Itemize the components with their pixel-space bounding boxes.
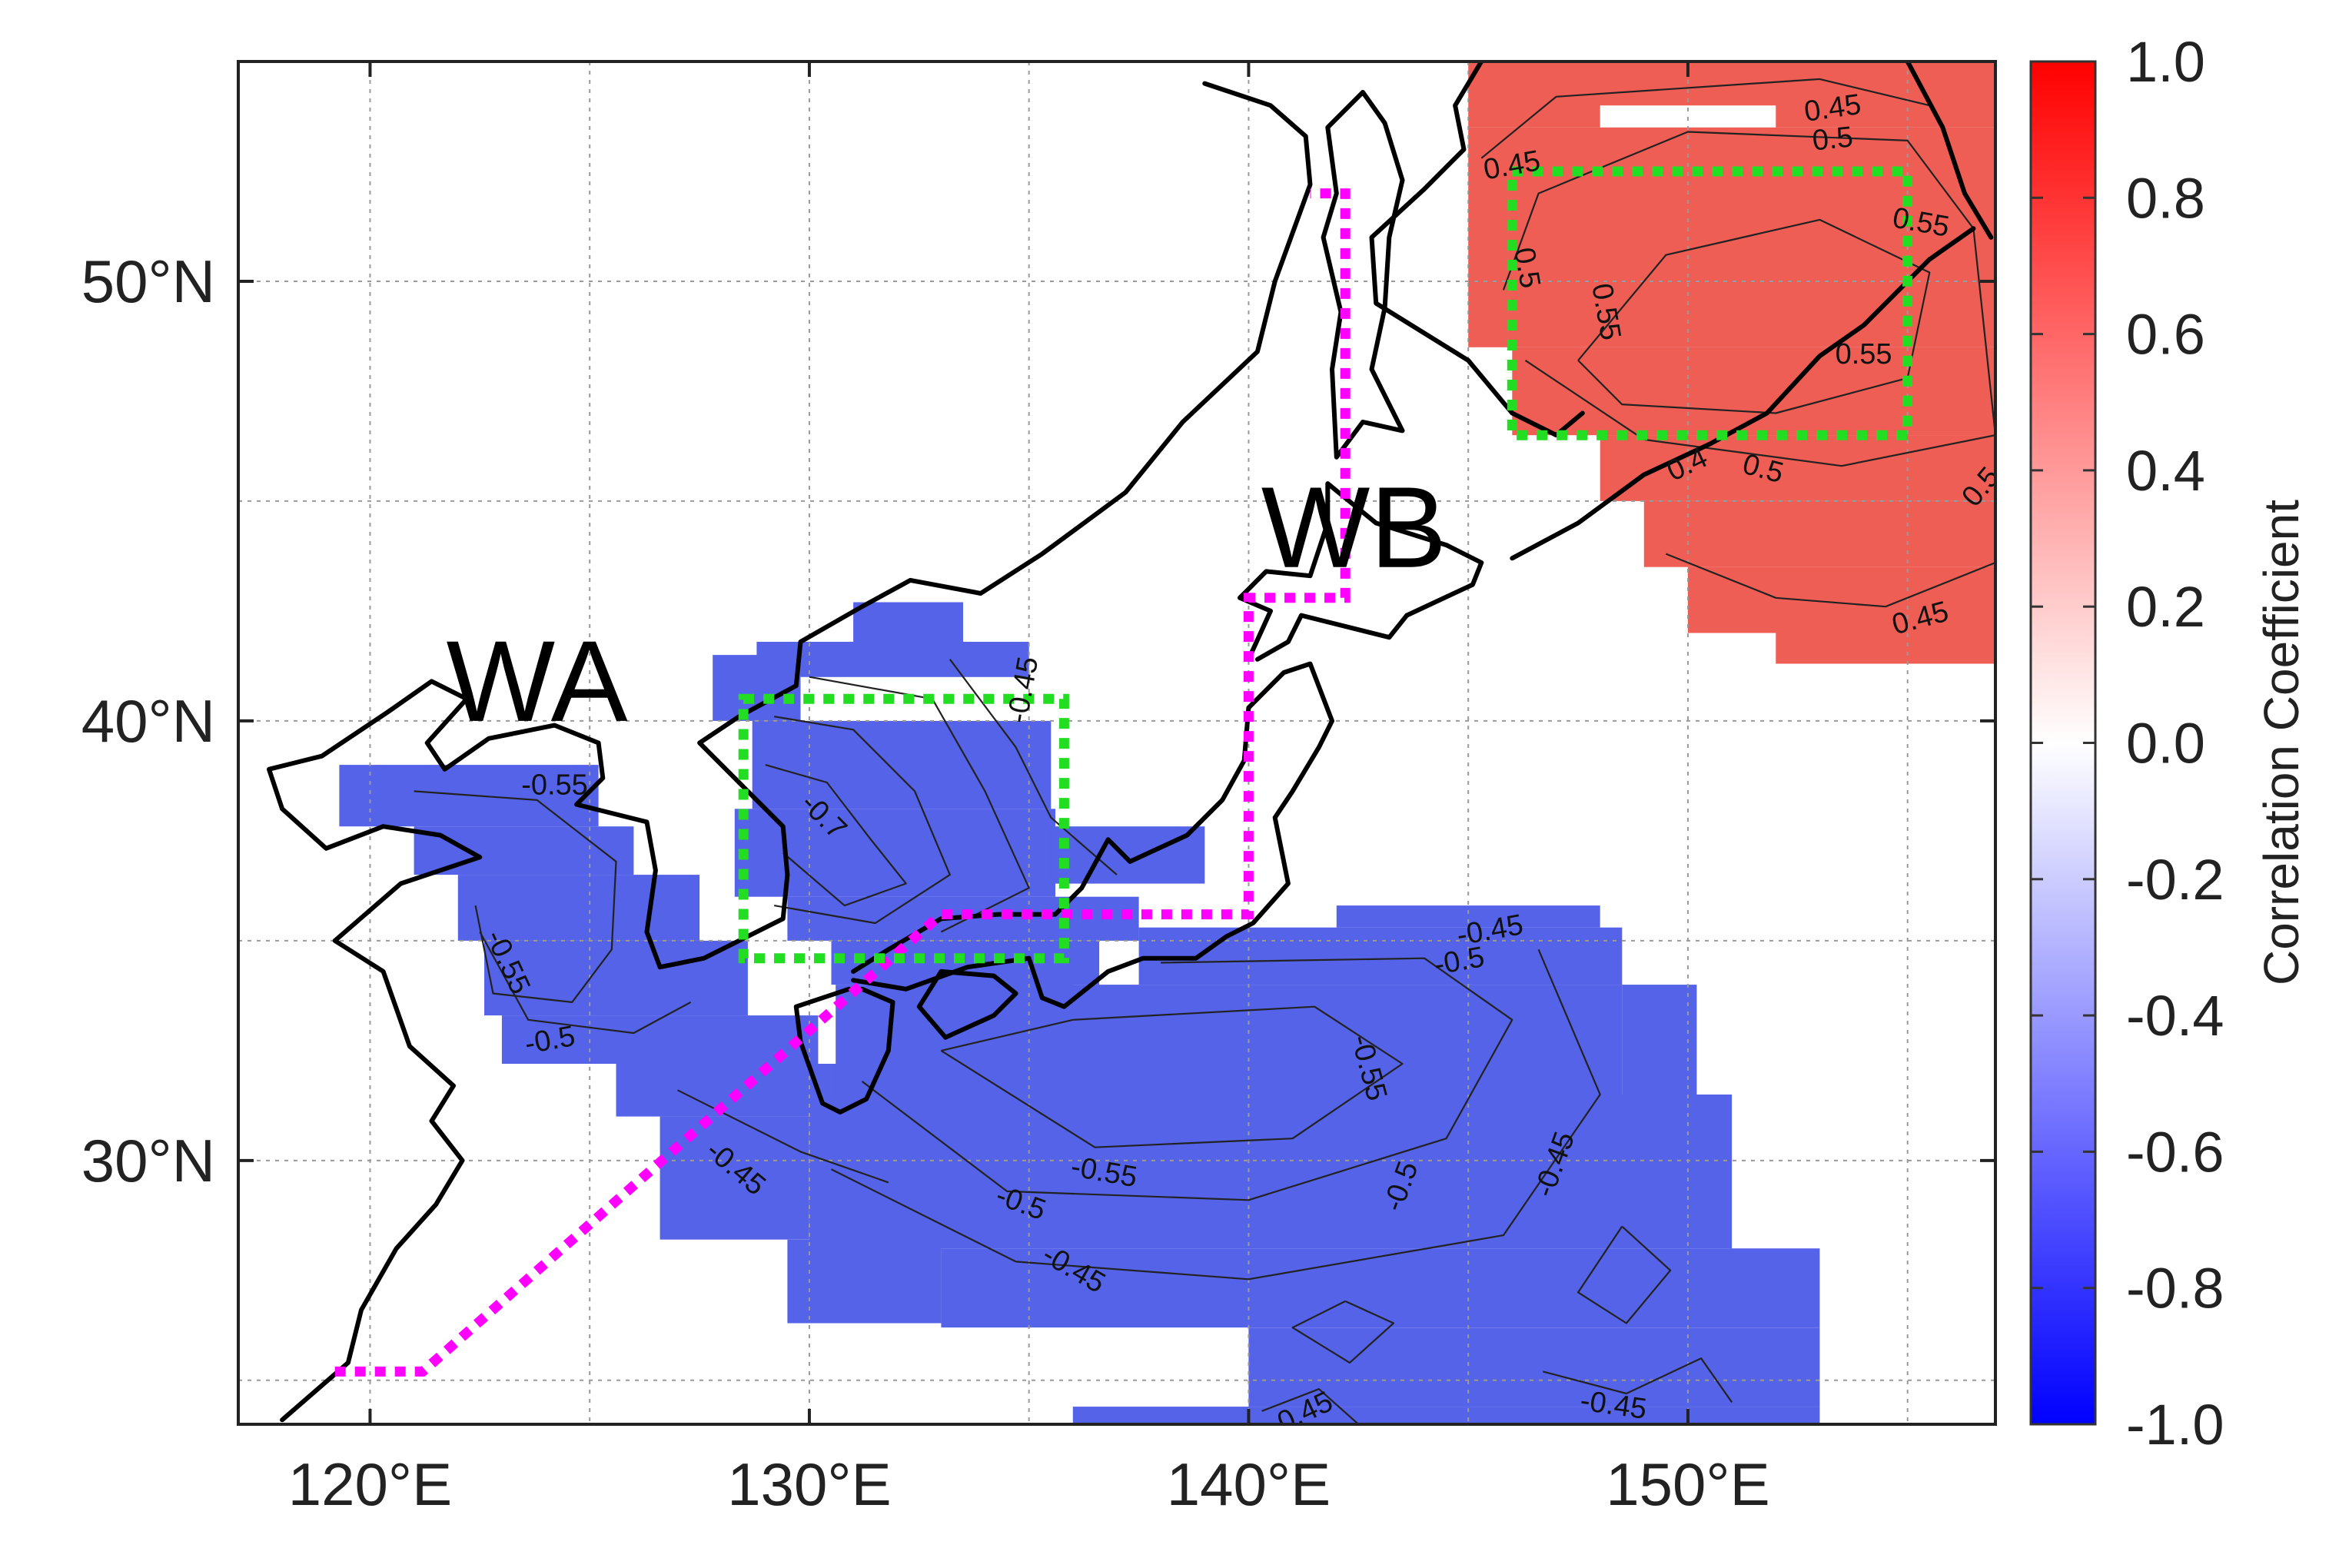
contour-line <box>940 1005 1404 1148</box>
colorbar-tick-label: 0.2 <box>2126 575 2205 639</box>
lat-tick-label: 50°N <box>81 247 215 315</box>
region-labels: WA WB <box>447 463 1447 746</box>
contour-line <box>861 957 1513 1201</box>
lon-tick-label: 140°E <box>1167 1450 1331 1518</box>
colorbar-tick-label: -0.8 <box>2126 1257 2224 1321</box>
colorbar-tick-label: 0.6 <box>2126 303 2205 367</box>
contour-line <box>1261 1388 1360 1424</box>
region-box-wa <box>738 693 1069 964</box>
lon-tick-label: 150°E <box>1606 1450 1769 1518</box>
contour-line <box>774 716 951 925</box>
contour-line <box>479 931 692 1035</box>
negative-correlation-cell <box>752 720 1052 809</box>
negative-correlation-cell <box>457 875 700 941</box>
negative-correlation-cell <box>1248 1327 1820 1407</box>
colorbar-tick-label: -0.6 <box>2126 1120 2224 1184</box>
coastline <box>851 661 1334 1009</box>
colorbar-tick-label: 0.4 <box>2126 439 2205 503</box>
negative-correlation-cell <box>734 809 1055 897</box>
coastline <box>1369 61 1585 438</box>
positive-correlation-cell <box>1600 435 1995 501</box>
contour-line <box>414 790 617 1004</box>
contour-lines <box>414 78 1995 1424</box>
lat-tick-label: 40°N <box>81 687 215 755</box>
contour-label: 0.5 <box>1811 121 1855 157</box>
colorbar-tick-label: 1.0 <box>2126 30 2205 94</box>
colorbar-tick-label: 0.0 <box>2126 712 2205 776</box>
positive-correlation-cell <box>1643 500 1995 567</box>
coastline <box>1321 90 1405 460</box>
coastline <box>267 81 1313 1423</box>
contour-line <box>1291 1300 1395 1364</box>
negative-correlation-cell <box>787 1239 942 1324</box>
map-area[interactable]: 0.450.50.450.550.50.550.550.4 0.5 0.50.45-… <box>81 60 2007 1518</box>
region-label-wb: WB <box>1261 463 1447 592</box>
lon-tick-label: 120°E <box>288 1450 452 1518</box>
axis-ticks: 120°E 130°E 140°E 150°E 30°N 40°N 50°N <box>81 61 1995 1518</box>
contour-line <box>809 676 1030 933</box>
positive-correlation-cell <box>1776 633 1995 664</box>
contour-line <box>1480 78 1930 159</box>
negative-correlation-cell <box>1051 826 1205 884</box>
contour-line <box>1577 1225 1672 1324</box>
coastline <box>1905 61 1994 240</box>
negative-correlation-cell <box>484 940 748 1016</box>
contour-label: 0.45 <box>1802 88 1863 128</box>
contour-label: -0.55 <box>521 769 588 802</box>
region-boxes <box>738 166 1913 964</box>
contour-line <box>949 659 1118 875</box>
contour-line <box>831 948 1601 1281</box>
lat-tick-label: 30°N <box>81 1127 215 1194</box>
coastline <box>793 986 895 1115</box>
negative-correlation-cell <box>1622 985 1697 1095</box>
colorbar-tick-label: -0.2 <box>2126 848 2224 912</box>
map-frame <box>237 60 1997 1426</box>
colorbar-title: Correlation Coefficient <box>2254 500 2309 985</box>
region-box-wb <box>1507 166 1913 440</box>
contour-labels: 0.450.50.450.550.50.550.550.4 0.5 0.50.45-… <box>479 88 1995 1424</box>
colorbar-tick-label: 0.8 <box>2126 166 2205 230</box>
positive-correlation-cell <box>1512 61 1820 106</box>
contour-line <box>1577 218 1931 414</box>
contour-label: 0.55 <box>1836 338 1892 370</box>
positive-correlation-cell <box>1687 566 1995 633</box>
negative-correlation-cell <box>809 1095 1733 1249</box>
contour-line <box>1665 553 1995 608</box>
contour-label: 0.5 <box>1507 245 1547 291</box>
boundary-dotted-line <box>334 188 1351 1377</box>
contour-line <box>1543 1357 1733 1404</box>
negative-correlation-cell <box>660 1116 809 1240</box>
colorbar-ticks: 1.0 0.8 0.6 0.4 0.2 0.0 -0.2 -0.4 -0.6 -0.8 -1.0 <box>2031 30 2224 1457</box>
coastline <box>916 968 1018 1040</box>
negative-correlation-cell <box>1622 1095 1653 1161</box>
colorbar-tick-label: -0.4 <box>2126 984 2224 1048</box>
colorbar-tick-label: -1.0 <box>2126 1393 2224 1457</box>
boundary-line <box>334 188 1351 1377</box>
colorbar: 1.0 0.8 0.6 0.4 0.2 0.0 -0.2 -0.4 -0.6 -0.8 -1.0 C… <box>2029 30 2309 1457</box>
lon-tick-label: 130°E <box>727 1450 891 1518</box>
contour-line <box>765 764 907 907</box>
negative-correlation-cell <box>1336 905 1600 928</box>
region-label-wa: WA <box>447 616 628 746</box>
coastline <box>1238 481 1484 662</box>
negative-correlation-cell <box>941 1248 1820 1328</box>
negative-correlation-cell <box>853 602 963 642</box>
negative-correlation-cell <box>1072 1407 1820 1424</box>
